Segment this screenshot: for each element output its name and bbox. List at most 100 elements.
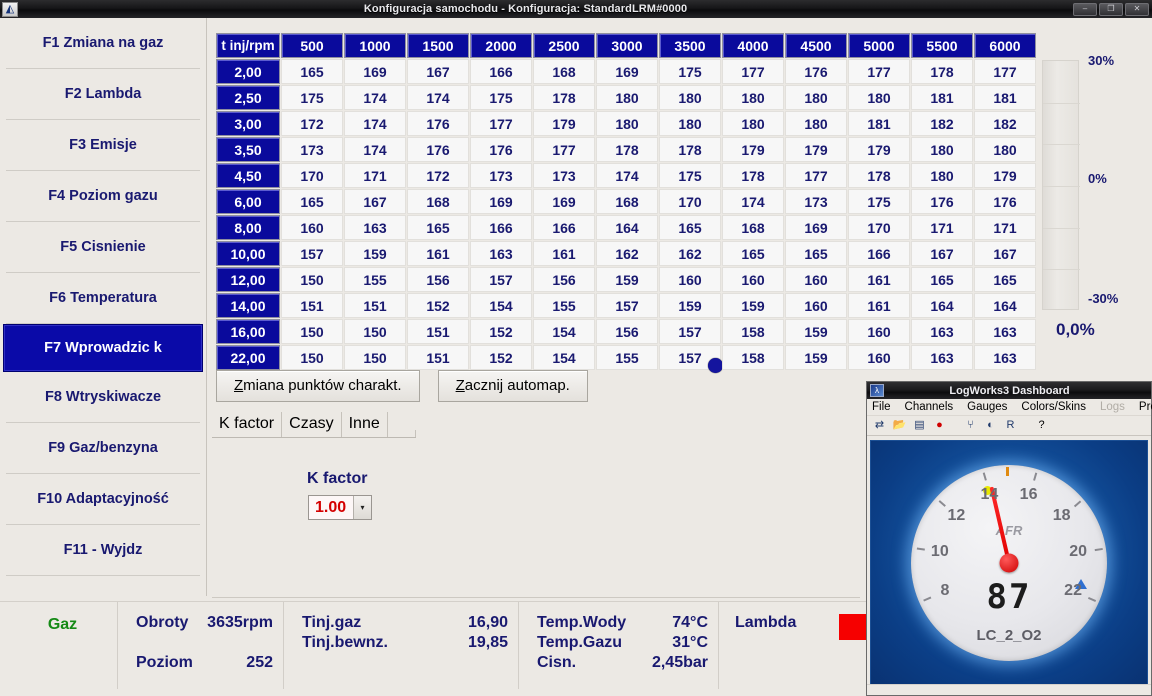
table-cell[interactable]: 169 [785, 215, 847, 240]
table-cell[interactable]: 165 [659, 215, 721, 240]
table-cell[interactable]: 155 [533, 293, 595, 318]
sidebar-item-f11[interactable]: F11 - Wyjdz [6, 525, 200, 576]
table-column-header[interactable]: 2000 [470, 33, 532, 58]
tools-icon[interactable]: ⑂ [967, 419, 974, 431]
table-cell[interactable]: 180 [722, 85, 784, 110]
table-cell[interactable]: 156 [596, 319, 658, 344]
table-cell[interactable]: 164 [596, 215, 658, 240]
open-folder-icon[interactable]: 📂 [892, 419, 907, 431]
table-cell[interactable]: 167 [911, 241, 973, 266]
table-cell[interactable]: 163 [470, 241, 532, 266]
sidebar-item-f7[interactable]: F7 Wprowadzic k [3, 324, 203, 372]
correction-track[interactable] [1042, 60, 1080, 310]
chevron-down-icon[interactable]: ▾ [353, 496, 371, 519]
table-cell[interactable]: 172 [407, 163, 469, 188]
table-cell[interactable]: 152 [407, 293, 469, 318]
table-cell[interactable]: 158 [722, 319, 784, 344]
table-cell[interactable]: 170 [659, 189, 721, 214]
table-column-header[interactable]: 3000 [596, 33, 658, 58]
table-cell[interactable]: 173 [281, 137, 343, 162]
table-row-header[interactable]: 3,00 [216, 111, 280, 136]
table-cell[interactable]: 150 [281, 319, 343, 344]
table-cell[interactable]: 151 [281, 293, 343, 318]
table-cell[interactable]: 152 [470, 319, 532, 344]
table-cell[interactable]: 159 [722, 293, 784, 318]
tab-k-factor[interactable]: K factor [212, 412, 283, 437]
table-row-header[interactable]: 8,00 [216, 215, 280, 240]
injection-map-table[interactable]: t inj/rpm 500 1000 1500 2000 2500 3000 3500 4000… [215, 32, 1037, 373]
table-cell[interactable]: 160 [722, 267, 784, 292]
close-button[interactable]: ✕ [1125, 2, 1149, 16]
table-row-header[interactable]: 2,50 [216, 85, 280, 110]
tab-inne[interactable]: Inne [342, 412, 388, 437]
help-icon[interactable]: ? [1038, 419, 1045, 431]
table-cell[interactable]: 154 [533, 319, 595, 344]
record-icon[interactable]: ● [936, 419, 943, 431]
sidebar-item-f10[interactable]: F10 Adaptacyjność [6, 474, 200, 525]
table-cell[interactable]: 159 [785, 345, 847, 370]
sidebar-item-f8[interactable]: F8 Wtryskiwacze [6, 372, 200, 423]
table-row-header[interactable]: 22,00 [216, 345, 280, 370]
table-column-header[interactable]: 1500 [407, 33, 469, 58]
table-column-header[interactable]: 5500 [911, 33, 973, 58]
logworks-menu-gauges[interactable]: Gauges [967, 401, 1008, 413]
table-cell[interactable]: 180 [722, 111, 784, 136]
table-cell[interactable]: 165 [785, 241, 847, 266]
table-row-header[interactable]: 14,00 [216, 293, 280, 318]
table-cell[interactable]: 168 [596, 189, 658, 214]
table-column-header[interactable]: 1000 [344, 33, 406, 58]
table-cell[interactable]: 157 [470, 267, 532, 292]
table-cell[interactable]: 167 [974, 241, 1036, 266]
table-row-header[interactable]: 2,00 [216, 59, 280, 84]
table-cell[interactable]: 151 [407, 319, 469, 344]
table-cell[interactable]: 177 [848, 59, 910, 84]
table-cell[interactable]: 170 [281, 163, 343, 188]
table-cell[interactable]: 159 [785, 319, 847, 344]
table-cell[interactable]: 178 [722, 163, 784, 188]
table-cell[interactable]: 157 [659, 345, 723, 373]
table-cell[interactable]: 175 [659, 59, 721, 84]
table-cell[interactable]: 177 [785, 163, 847, 188]
table-cell[interactable]: 166 [470, 215, 532, 240]
sidebar-item-f9[interactable]: F9 Gaz/benzyna [6, 423, 200, 474]
table-cell[interactable]: 160 [785, 267, 847, 292]
table-cell[interactable]: 167 [407, 59, 469, 84]
table-cell[interactable]: 157 [281, 241, 343, 266]
table-cell[interactable]: 150 [281, 267, 343, 292]
table-cell[interactable]: 181 [848, 111, 910, 136]
table-cell[interactable]: 151 [344, 293, 406, 318]
table-cell[interactable]: 160 [281, 215, 343, 240]
table-cell[interactable]: 176 [785, 59, 847, 84]
table-cell[interactable]: 150 [344, 319, 406, 344]
k-factor-combobox[interactable]: 1.00 ▾ [308, 495, 372, 520]
table-cell[interactable]: 163 [911, 345, 973, 370]
table-cell[interactable]: 178 [533, 85, 595, 110]
table-cell[interactable]: 167 [344, 189, 406, 214]
table-cell[interactable]: 175 [848, 189, 910, 214]
tab-czasy[interactable]: Czasy [282, 412, 342, 437]
table-cell[interactable]: 161 [848, 267, 910, 292]
table-column-header[interactable]: 4000 [722, 33, 784, 58]
table-cell[interactable]: 174 [722, 189, 784, 214]
table-column-header[interactable]: 3500 [659, 33, 721, 58]
table-cell[interactable]: 176 [470, 137, 532, 162]
table-cell[interactable]: 174 [344, 85, 406, 110]
table-cell[interactable]: 179 [974, 163, 1036, 188]
sidebar-item-f4[interactable]: F4 Poziom gazu [6, 171, 200, 222]
table-cell[interactable]: 157 [659, 319, 721, 344]
table-cell[interactable]: 163 [911, 319, 973, 344]
table-column-header[interactable]: 5000 [848, 33, 910, 58]
realtime-icon[interactable]: R [1006, 419, 1015, 431]
sidebar-item-f1[interactable]: F1 Zmiana na gaz [6, 18, 200, 69]
table-cell[interactable]: 157 [596, 293, 658, 318]
table-cell[interactable]: 180 [596, 111, 658, 136]
table-cell[interactable]: 176 [911, 189, 973, 214]
minimize-button[interactable]: – [1073, 2, 1097, 16]
table-cell[interactable]: 177 [722, 59, 784, 84]
report-icon[interactable]: ▤ [914, 419, 925, 431]
table-cell[interactable]: 164 [911, 293, 973, 318]
change-points-button[interactable]: Zmiana punktów charakt. [216, 370, 420, 402]
table-cell[interactable]: 173 [533, 163, 595, 188]
table-cell[interactable]: 173 [785, 189, 847, 214]
new-session-icon[interactable]: ⇄ [874, 419, 885, 431]
